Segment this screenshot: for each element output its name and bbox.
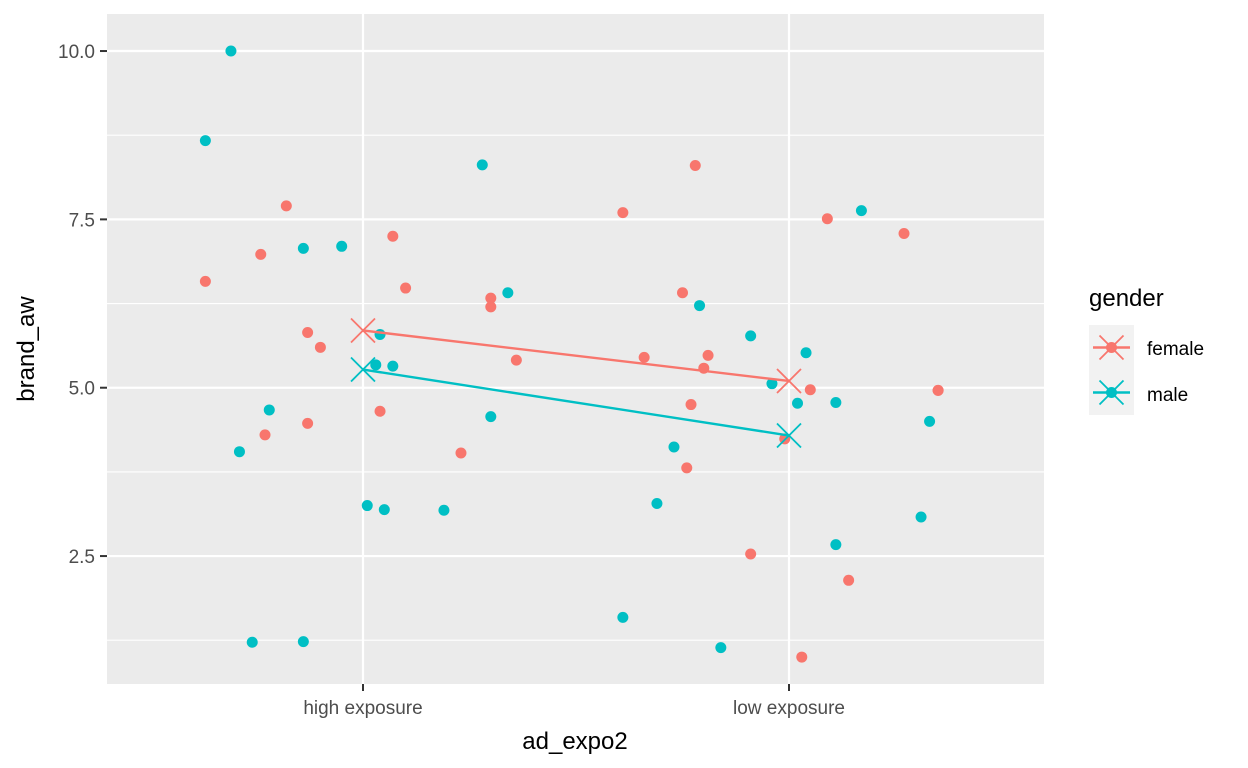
data-point-male — [617, 611, 629, 623]
data-point-female — [199, 275, 211, 287]
data-point-male — [485, 411, 497, 423]
mean-line-male — [362, 368, 790, 437]
data-point-female — [932, 384, 944, 396]
data-point-female — [314, 341, 326, 353]
legend-cross-female-stroke — [1098, 334, 1125, 361]
data-point-male — [263, 404, 275, 416]
x-axis: high exposure low exposure — [303, 684, 845, 719]
mean-marker-female-stroke — [776, 368, 802, 394]
data-point-female — [485, 292, 497, 304]
data-point-male — [745, 330, 757, 342]
data-point-female — [685, 399, 697, 411]
data-point-female — [302, 327, 314, 339]
data-point-male — [766, 378, 778, 390]
data-point-female — [681, 462, 693, 474]
data-point-female — [677, 287, 688, 299]
data-point-female — [617, 207, 629, 219]
data-point-female — [745, 548, 757, 560]
data-point-male — [233, 446, 245, 458]
y-tick-label: 5.0 — [69, 379, 95, 400]
data-point-male — [694, 300, 706, 312]
data-point-male — [915, 511, 927, 523]
mean-line-female — [362, 329, 790, 383]
data-point-male — [297, 242, 309, 254]
data-point-female — [821, 213, 833, 225]
data-point-male — [830, 397, 842, 409]
data-point-female — [638, 351, 650, 363]
data-point-male — [800, 347, 812, 359]
data-point-male — [297, 636, 309, 648]
legend-title: gender — [1089, 285, 1164, 312]
mean-marker-male-stroke — [350, 356, 376, 383]
legend: gender female male — [1089, 285, 1204, 415]
y-tick-label: 7.5 — [69, 210, 95, 231]
y-axis: 2.5 5.0 7.5 10.0 — [58, 42, 107, 568]
data-point-male — [225, 45, 237, 57]
legend-cross-male — [1098, 379, 1125, 406]
data-point-male — [651, 498, 663, 510]
y-tick-label: 10.0 — [58, 42, 95, 63]
data-point-female — [843, 574, 855, 586]
plot-panel — [107, 14, 1044, 684]
mean-marker-female — [350, 317, 376, 344]
data-point-male — [361, 500, 373, 512]
data-point-male — [438, 504, 450, 516]
data-point-female — [387, 230, 399, 242]
data-point-male — [792, 397, 804, 409]
legend-glyphs — [1093, 334, 1130, 406]
legend-cross-female — [1098, 334, 1125, 361]
data-point-male — [246, 636, 258, 648]
mean-marker-male — [350, 356, 376, 383]
data-points — [199, 45, 944, 663]
data-point-female — [689, 160, 701, 172]
data-point-female — [455, 447, 467, 459]
data-point-male — [855, 205, 867, 217]
mean-marker-male — [776, 422, 802, 449]
data-point-female — [302, 417, 314, 429]
x-tick-label: high exposure — [303, 698, 422, 719]
x-axis-title: ad_expo2 — [522, 728, 627, 755]
x-tick-label: low exposure — [733, 698, 845, 719]
data-point-male — [924, 415, 936, 427]
data-point-male — [370, 359, 382, 371]
y-tick-label: 2.5 — [69, 547, 95, 568]
data-point-female — [400, 282, 412, 294]
data-point-male — [830, 539, 842, 551]
data-point-male — [502, 287, 514, 299]
mean-lines — [350, 317, 802, 449]
legend-label-female: female — [1147, 339, 1204, 360]
data-point-female — [280, 200, 292, 212]
data-point-female — [255, 248, 267, 260]
minor-gridlines — [107, 134, 1044, 641]
data-point-male — [715, 642, 727, 654]
data-point-male — [199, 135, 211, 147]
data-point-male — [336, 240, 348, 252]
data-point-male — [374, 329, 386, 341]
legend-label-male: male — [1147, 385, 1188, 406]
major-gridlines — [107, 14, 1044, 684]
data-point-female — [804, 384, 816, 396]
data-point-female — [259, 429, 271, 441]
data-point-male — [668, 441, 680, 453]
data-point-male — [378, 504, 390, 516]
y-axis-title: brand_aw — [13, 296, 40, 402]
data-point-female — [485, 301, 497, 313]
mean-marker-female-stroke — [350, 317, 376, 344]
mean-marker-male-stroke — [776, 422, 802, 449]
data-point-female — [374, 405, 386, 417]
data-point-female — [510, 354, 522, 366]
data-point-female — [796, 651, 808, 663]
data-point-female — [702, 349, 714, 361]
legend-cross-male-stroke — [1098, 379, 1125, 406]
mean-marker-female — [776, 368, 802, 394]
data-point-male — [476, 159, 488, 171]
data-point-female — [898, 228, 910, 240]
data-point-male — [387, 360, 399, 372]
